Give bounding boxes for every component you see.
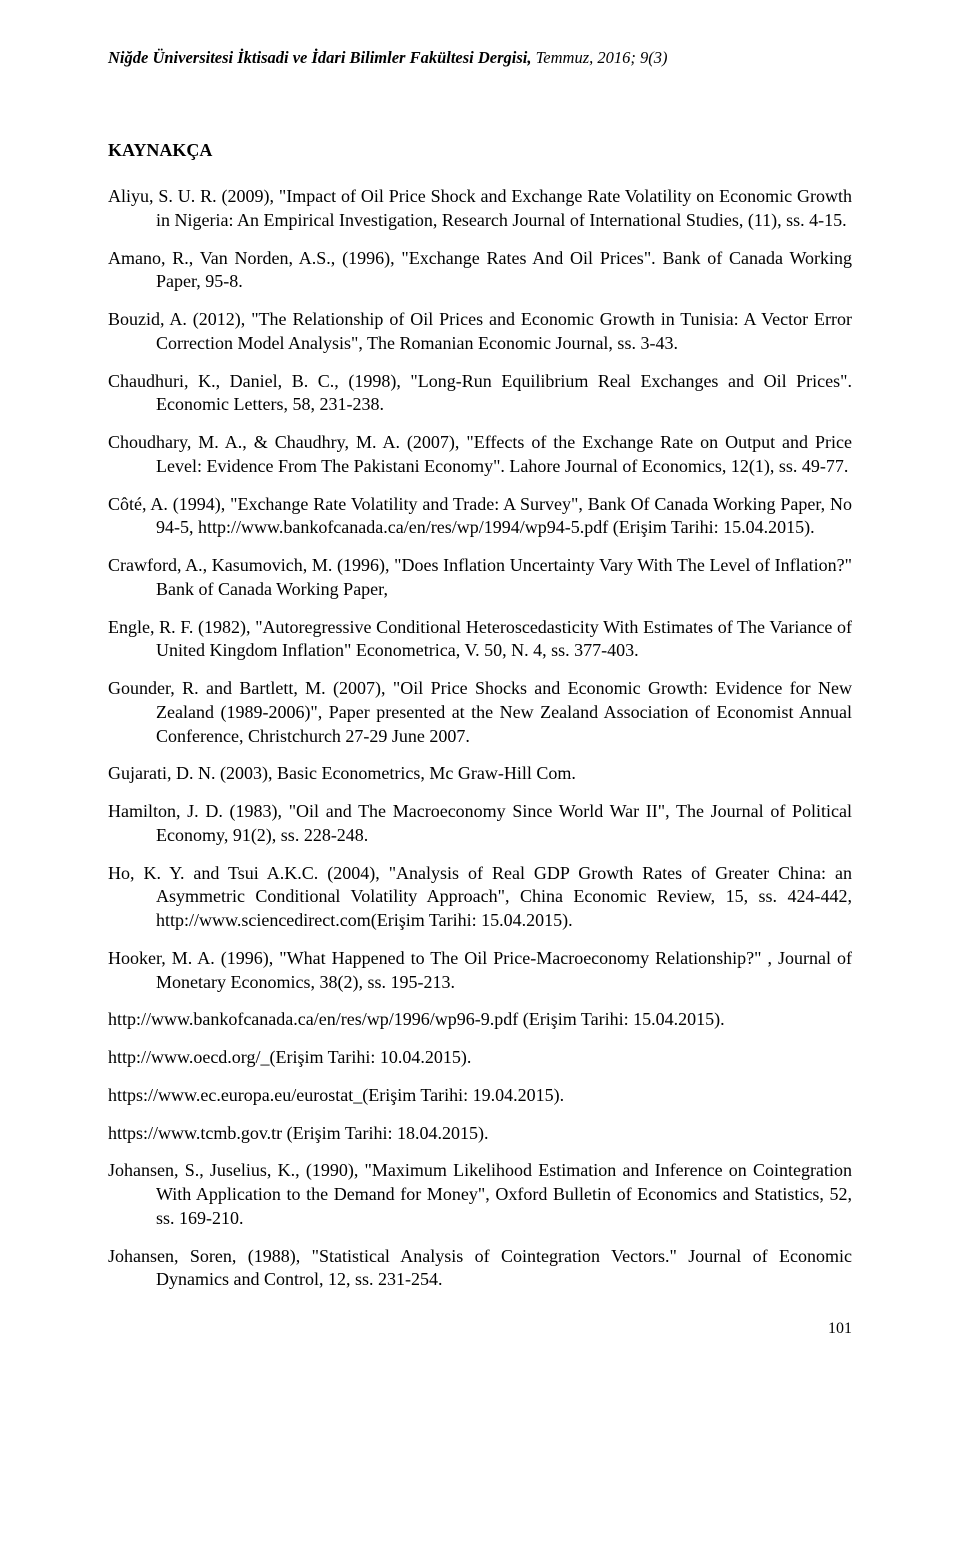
reference-item: Crawford, A., Kasumovich, M. (1996), "Do… xyxy=(108,554,852,602)
reference-item: Chaudhuri, K., Daniel, B. C., (1998), "L… xyxy=(108,370,852,418)
reference-item: https://www.tcmb.gov.tr (Erişim Tarihi: … xyxy=(108,1122,852,1146)
reference-item: Engle, R. F. (1982), "Autoregressive Con… xyxy=(108,616,852,664)
reference-item: Hooker, M. A. (1996), "What Happened to … xyxy=(108,947,852,995)
reference-item: Gujarati, D. N. (2003), Basic Econometri… xyxy=(108,762,852,786)
page-container: Niğde Üniversitesi İktisadi ve İdari Bil… xyxy=(0,0,960,1386)
reference-item: Hamilton, J. D. (1983), "Oil and The Mac… xyxy=(108,800,852,848)
page-number: 101 xyxy=(108,1320,852,1338)
reference-item: Ho, K. Y. and Tsui A.K.C. (2004), "Analy… xyxy=(108,862,852,933)
reference-item: http://www.oecd.org/_(Erişim Tarihi: 10.… xyxy=(108,1046,852,1070)
reference-item: http://www.bankofcanada.ca/en/res/wp/199… xyxy=(108,1008,852,1032)
reference-item: Choudhary, M. A., & Chaudhry, M. A. (200… xyxy=(108,431,852,479)
reference-item: Amano, R., Van Norden, A.S., (1996), "Ex… xyxy=(108,247,852,295)
reference-item: Gounder, R. and Bartlett, M. (2007), "Oi… xyxy=(108,677,852,748)
reference-item: https://www.ec.europa.eu/eurostat_(Erişi… xyxy=(108,1084,852,1108)
journal-title-bold: Niğde Üniversitesi İktisadi ve İdari Bil… xyxy=(108,48,532,67)
reference-item: Johansen, S., Juselius, K., (1990), "Max… xyxy=(108,1159,852,1230)
reference-item: Aliyu, S. U. R. (2009), "Impact of Oil P… xyxy=(108,185,852,233)
reference-item: Côté, A. (1994), "Exchange Rate Volatili… xyxy=(108,493,852,541)
running-header: Niğde Üniversitesi İktisadi ve İdari Bil… xyxy=(108,48,852,68)
reference-item: Bouzid, A. (2012), "The Relationship of … xyxy=(108,308,852,356)
section-heading: KAYNAKÇA xyxy=(108,140,852,161)
reference-item: Johansen, Soren, (1988), "Statistical An… xyxy=(108,1245,852,1293)
journal-title-rest: Temmuz, 2016; 9(3) xyxy=(532,48,668,67)
